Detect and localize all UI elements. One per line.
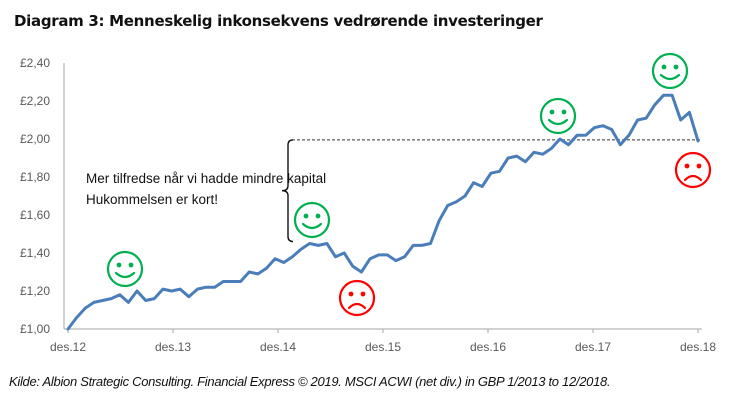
x-tick-label: des.14 — [260, 340, 296, 354]
x-tick-label: des.15 — [365, 340, 401, 354]
series-line-msci-acwi — [66, 93, 700, 331]
chart-title: Diagram 3: Menneskelig inkonsekvens vedr… — [14, 12, 543, 30]
happy-face-icon — [539, 97, 577, 135]
x-tick-label: des.12 — [50, 340, 86, 354]
happy-face-icon — [106, 250, 144, 288]
y-tick-label: £1,40 — [20, 246, 50, 260]
y-tick-label: £1,80 — [20, 170, 50, 184]
happy-face-icon — [293, 201, 331, 239]
x-tick-label: des.18 — [680, 340, 716, 354]
annotation-text-memory: Hukommelsen er kort! — [86, 192, 218, 207]
x-axis-ticks: des.12 des.13 des.14 des.15 des.16 des.17 des.… — [50, 329, 716, 354]
x-tick-label: des.13 — [155, 340, 191, 354]
sad-face-icon — [338, 279, 376, 317]
y-tick-label: £2,00 — [20, 132, 50, 146]
emotion-markers — [106, 52, 712, 317]
y-tick-label: £1,20 — [20, 284, 50, 298]
x-tick-label: des.17 — [575, 340, 611, 354]
y-axis-ticks: £1,00 £1,20 £1,40 £1,60 £1,80 £2,00 £2,20 £2,40 — [20, 56, 50, 336]
happy-face-icon — [651, 52, 689, 90]
annotation-text-satisfaction: Mer tilfredse når vi hadde mindre kapita… — [86, 171, 326, 186]
y-tick-label: £1,60 — [20, 208, 50, 222]
x-tick-label: des.16 — [470, 340, 506, 354]
y-tick-label: £2,40 — [20, 56, 50, 70]
y-tick-label: £1,00 — [20, 322, 50, 336]
source-note: Kilde: Albion Strategic Consulting. Fina… — [9, 374, 611, 389]
curly-brace-annotation — [281, 139, 294, 243]
sad-face-icon — [674, 151, 712, 189]
y-tick-label: £2,20 — [20, 94, 50, 108]
